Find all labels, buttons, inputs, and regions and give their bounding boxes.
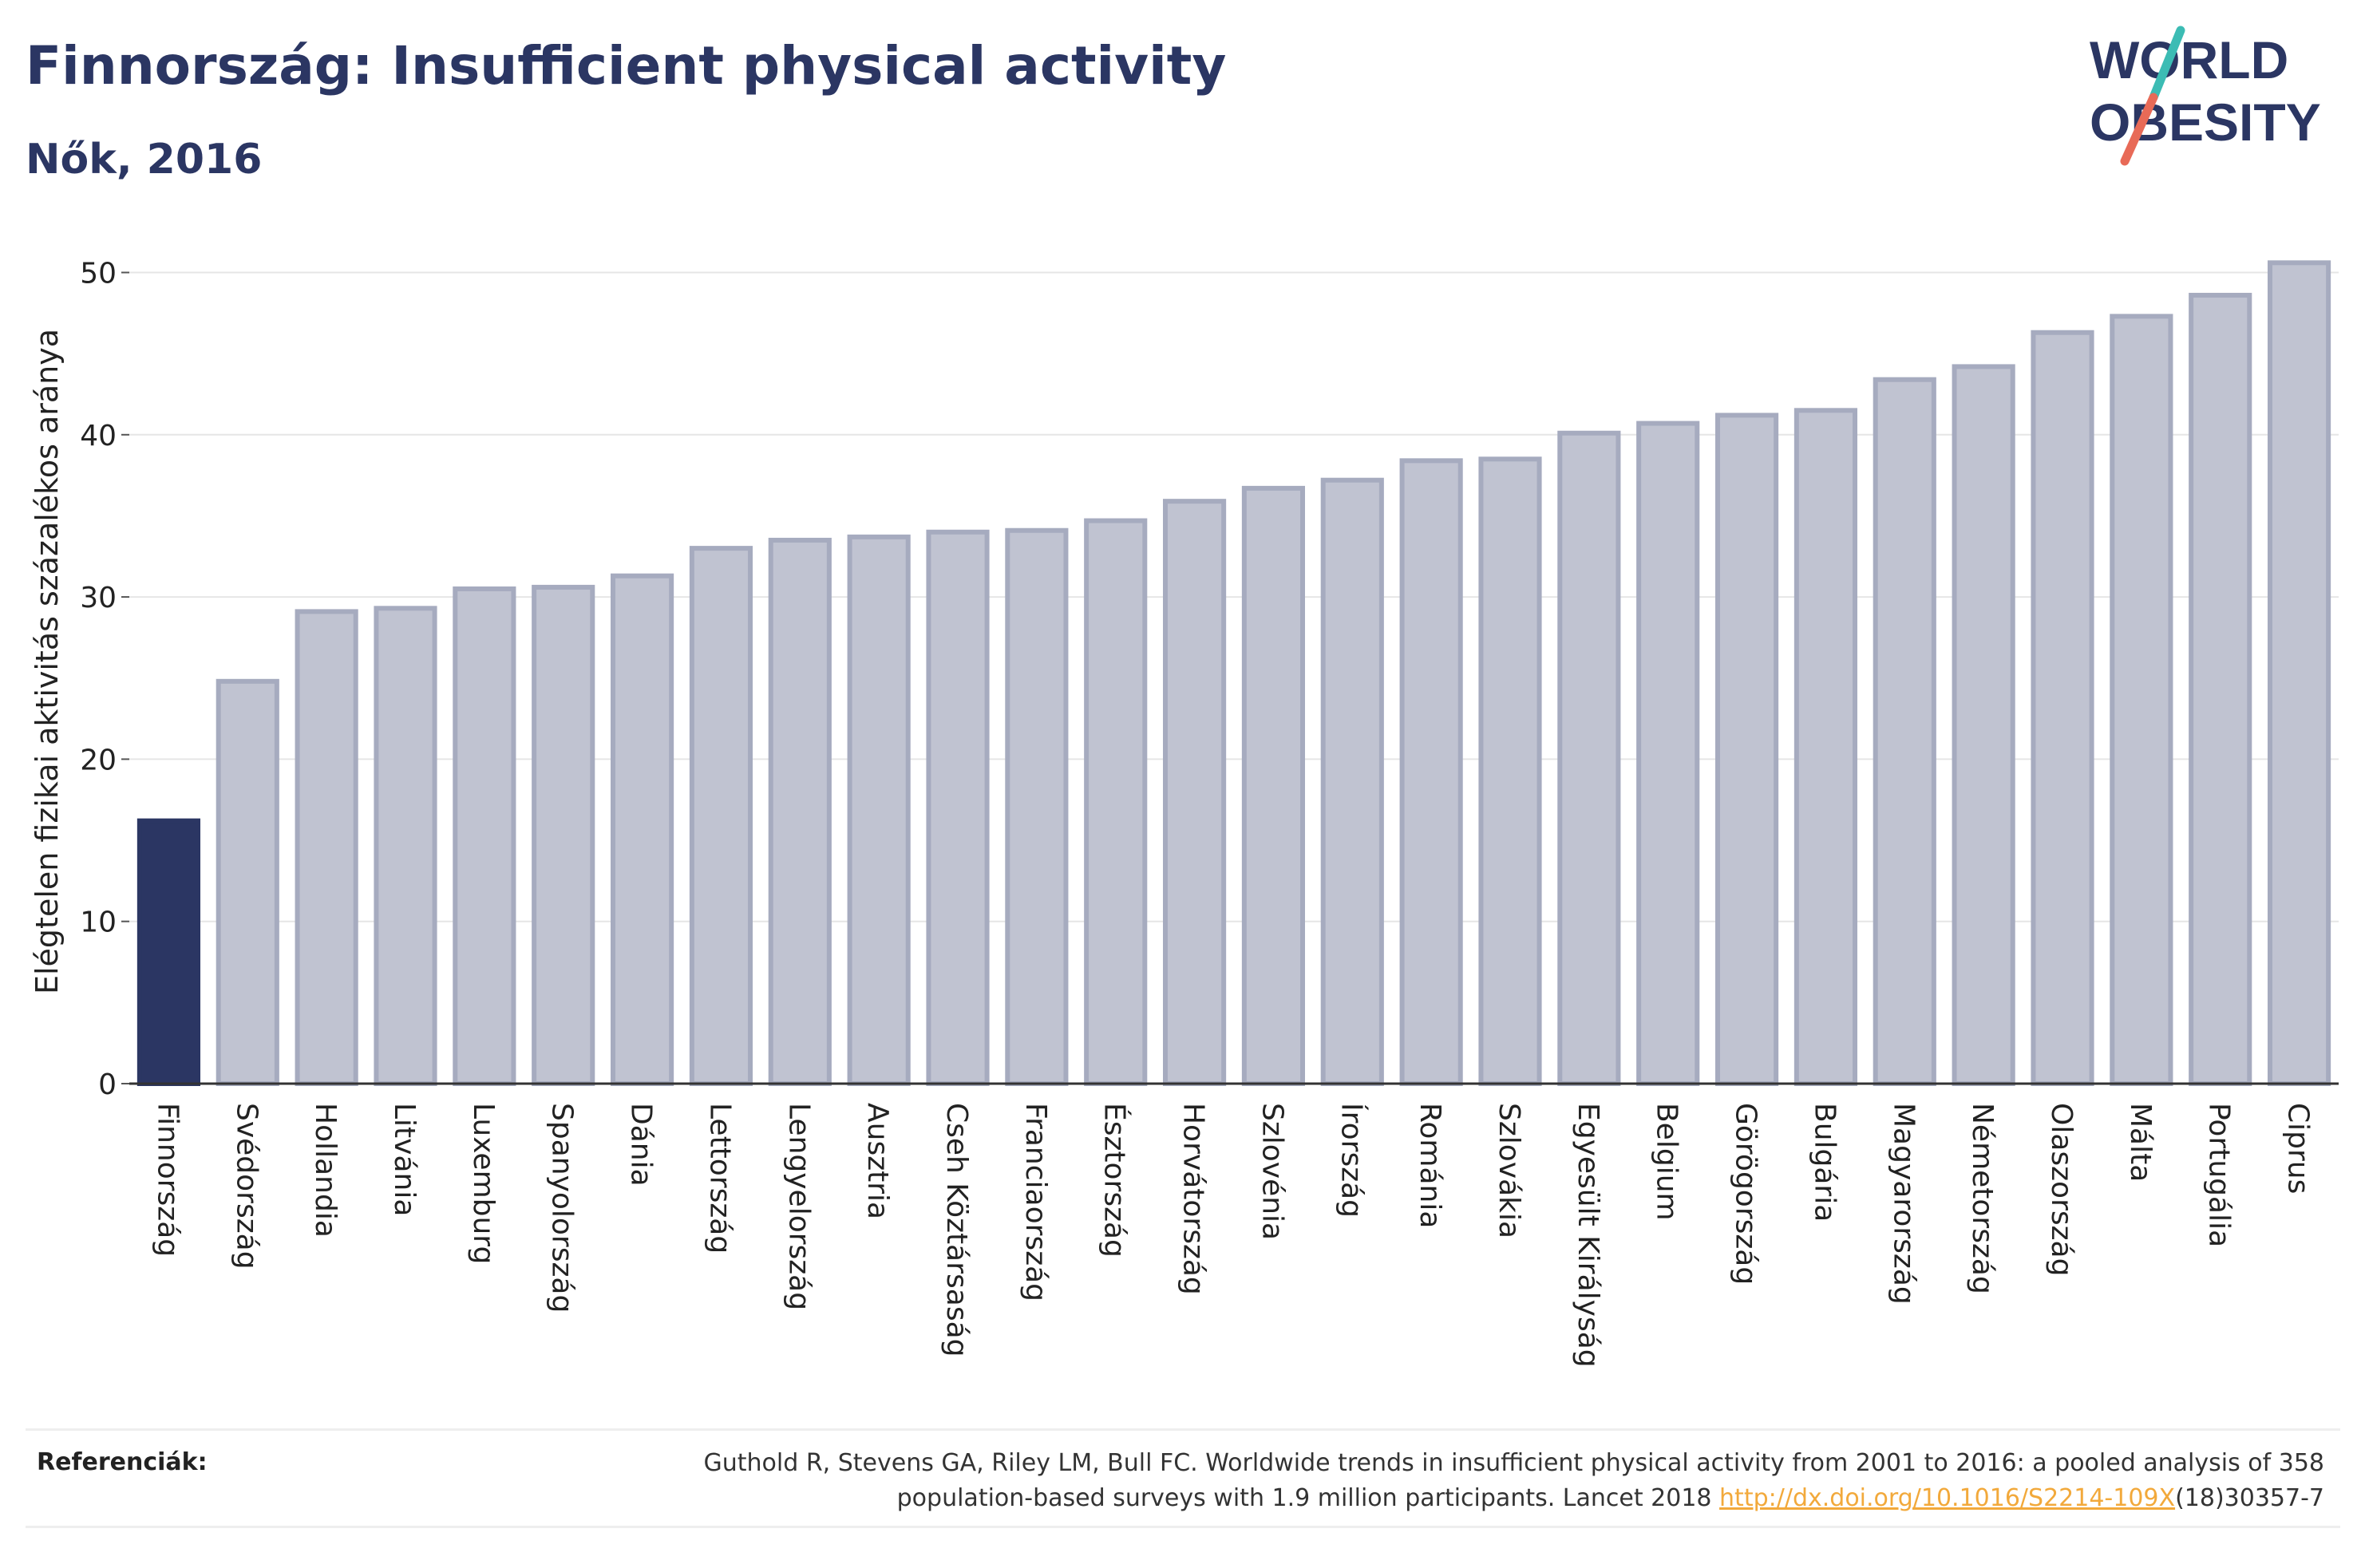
bar-3[interactable] bbox=[295, 609, 358, 1086]
reference-line2-after: (18)30357-7 bbox=[2175, 1484, 2324, 1512]
bar-6[interactable] bbox=[532, 584, 595, 1086]
bar-27[interactable] bbox=[2189, 292, 2252, 1087]
bar-26[interactable] bbox=[2110, 314, 2173, 1086]
bar-19[interactable] bbox=[1557, 430, 1621, 1086]
y-axis-label: Elégtelen fizikai aktivitás százalékos a… bbox=[30, 329, 65, 994]
chart-subtitle: Nők, 2016 bbox=[26, 136, 263, 184]
bar-18[interactable] bbox=[1478, 456, 1542, 1086]
x-tick-label: Németország bbox=[1966, 1103, 1999, 1294]
bar-10[interactable] bbox=[847, 534, 911, 1086]
x-tick-label: Svédország bbox=[230, 1103, 263, 1270]
y-tick-label: 30 bbox=[80, 582, 117, 614]
logo-line1: WORLD bbox=[2090, 30, 2288, 89]
bar-2[interactable] bbox=[216, 678, 279, 1086]
bar-7[interactable] bbox=[610, 573, 674, 1086]
y-tick-label: 0 bbox=[98, 1068, 117, 1101]
x-tick-label: Litvánia bbox=[388, 1103, 421, 1216]
x-tick-label: Egyesült Királyság bbox=[1572, 1103, 1604, 1368]
x-tick-label: Olaszország bbox=[2045, 1103, 2078, 1276]
bar-4[interactable] bbox=[374, 606, 437, 1086]
bar-24[interactable] bbox=[1952, 364, 2015, 1086]
bar-15[interactable] bbox=[1241, 485, 1306, 1086]
bar-chart: 0 10 20 30 40 50 Finnország Svédország Hollandi… bbox=[30, 258, 2339, 1368]
x-tick-label: Írország bbox=[1335, 1103, 1368, 1218]
x-tick-label: Luxemburg bbox=[467, 1103, 500, 1264]
y-tick-label: 50 bbox=[80, 258, 117, 290]
x-tick-label: Málta bbox=[2124, 1103, 2157, 1182]
x-tick-label: Ciprus bbox=[2282, 1103, 2315, 1194]
bar-22[interactable] bbox=[1793, 408, 1858, 1086]
bar-16[interactable] bbox=[1320, 477, 1384, 1086]
x-tick-label: Horvátország bbox=[1177, 1103, 1210, 1295]
x-tick-label: Finnország bbox=[151, 1103, 184, 1257]
reference-divider-bottom bbox=[26, 1526, 2340, 1528]
x-tick-label: Portugália bbox=[2203, 1103, 2236, 1247]
logo-slash-coral-icon bbox=[2120, 93, 2158, 166]
bars bbox=[136, 260, 2331, 1087]
x-tick-label: Románia bbox=[1414, 1103, 1446, 1228]
doi-link[interactable]: http://dx.doi.org/10.1016/S2214-109X bbox=[1719, 1484, 2176, 1512]
references-label: Referenciák: bbox=[37, 1448, 208, 1476]
bar-1[interactable] bbox=[136, 818, 201, 1087]
bar-20[interactable] bbox=[1636, 421, 1700, 1086]
chart-title: Finnország: Insufficient physical activi… bbox=[26, 35, 1227, 97]
x-tick-label: Magyarország bbox=[1887, 1103, 1920, 1305]
x-tick-label: Görögország bbox=[1730, 1103, 1762, 1285]
x-tick-label: Hollandia bbox=[309, 1103, 342, 1238]
x-tick-label: Dánia bbox=[625, 1103, 658, 1187]
y-tick-label: 10 bbox=[80, 906, 117, 939]
bar-23[interactable] bbox=[1873, 377, 1936, 1087]
x-axis-tick-labels: Finnország Svédország Hollandia Litvánia Lux… bbox=[151, 1103, 2314, 1368]
bar-5[interactable] bbox=[453, 586, 516, 1086]
x-tick-label: Belgium bbox=[1651, 1103, 1683, 1221]
y-axis-ticks: 0 10 20 30 40 50 bbox=[80, 258, 129, 1101]
x-tick-label: Ausztria bbox=[861, 1103, 894, 1219]
bar-11[interactable] bbox=[926, 529, 990, 1086]
bar-9[interactable] bbox=[768, 537, 832, 1086]
logo-line2: OBESITY bbox=[2090, 93, 2321, 152]
x-tick-label: Franciaország bbox=[1019, 1103, 1052, 1301]
references-text: Guthold R, Stevens GA, Riley LM, Bull FC… bbox=[488, 1446, 2324, 1516]
x-tick-label: Szlovákia bbox=[1493, 1103, 1525, 1238]
x-tick-label: Spanyolország bbox=[546, 1103, 579, 1313]
bar-14[interactable] bbox=[1162, 499, 1227, 1086]
logo-slash-teal-icon bbox=[2149, 26, 2185, 102]
x-tick-label: Lengyelország bbox=[782, 1103, 815, 1310]
reference-line2-before: population-based surveys with 1.9 millio… bbox=[896, 1484, 1720, 1512]
y-tick-label: 40 bbox=[80, 420, 117, 452]
x-tick-label: Lettország bbox=[703, 1103, 736, 1254]
bar-21[interactable] bbox=[1714, 413, 1779, 1086]
x-tick-label: Bulgária bbox=[1808, 1103, 1841, 1222]
bar-25[interactable] bbox=[2031, 330, 2094, 1086]
world-obesity-logo: WORLD OBESITY bbox=[2090, 26, 2321, 166]
x-tick-label: Cseh Köztársaság bbox=[940, 1103, 973, 1357]
y-tick-label: 20 bbox=[80, 744, 117, 776]
bar-8[interactable] bbox=[689, 546, 753, 1086]
reference-divider-top bbox=[26, 1428, 2340, 1431]
bar-28[interactable] bbox=[2267, 260, 2331, 1086]
x-tick-label: Szlovénia bbox=[1256, 1103, 1288, 1240]
reference-line1: Guthold R, Stevens GA, Riley LM, Bull FC… bbox=[703, 1449, 2324, 1477]
bar-12[interactable] bbox=[1005, 527, 1069, 1086]
bar-17[interactable] bbox=[1399, 458, 1463, 1086]
bar-13[interactable] bbox=[1084, 518, 1148, 1086]
x-tick-label: Észtország bbox=[1098, 1103, 1132, 1258]
